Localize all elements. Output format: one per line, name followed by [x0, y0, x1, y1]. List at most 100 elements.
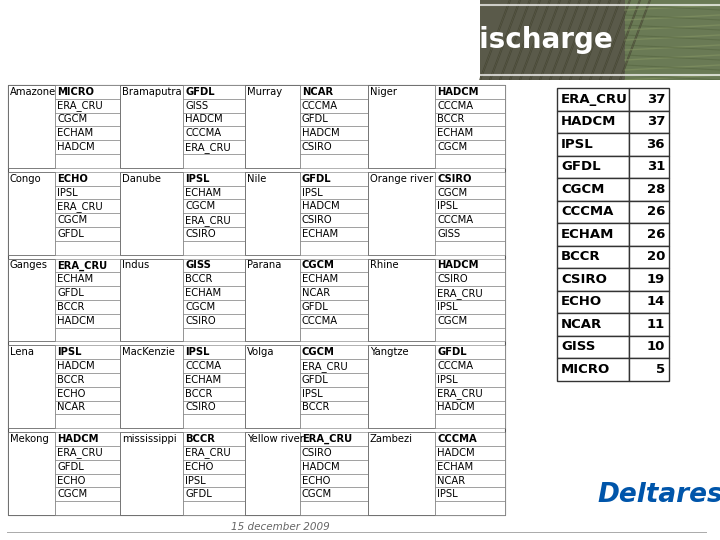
Text: ERA_CRU: ERA_CRU	[185, 141, 230, 153]
Text: ERA_CRU: ERA_CRU	[302, 434, 352, 444]
Text: IPSL: IPSL	[437, 302, 458, 312]
Text: CCCMA: CCCMA	[437, 100, 473, 111]
Text: CCCMA: CCCMA	[437, 434, 477, 444]
Bar	[55, 286, 120, 300]
Bar	[629, 200, 669, 223]
Bar	[120, 432, 183, 515]
Text: ERA_CRU: ERA_CRU	[302, 361, 348, 372]
Text: CGCM: CGCM	[185, 201, 215, 211]
Bar	[183, 272, 245, 286]
Bar	[300, 126, 368, 140]
Bar	[183, 373, 245, 387]
Bar	[55, 272, 120, 286]
Bar	[55, 186, 120, 199]
Bar	[629, 111, 669, 133]
Text: Orange river: Orange river	[370, 174, 433, 184]
Text: Deltares: Deltares	[597, 482, 720, 508]
Bar	[435, 85, 505, 99]
Bar	[183, 460, 245, 474]
Text: HADCM: HADCM	[437, 448, 474, 458]
Text: ERA_CRU: ERA_CRU	[57, 260, 107, 271]
Text: CCCMA: CCCMA	[185, 129, 221, 138]
Text: 31: 31	[647, 160, 665, 173]
Text: Yangtze: Yangtze	[370, 347, 409, 357]
Bar	[8, 259, 55, 341]
Bar	[55, 300, 120, 314]
Text: GFDL: GFDL	[185, 489, 212, 500]
Text: NCAR: NCAR	[302, 87, 333, 97]
Text: GFDL: GFDL	[302, 174, 332, 184]
Text: HADCM: HADCM	[57, 142, 94, 152]
Text: 36: 36	[647, 138, 665, 151]
Text: IPSL: IPSL	[437, 201, 458, 211]
Bar	[183, 387, 245, 401]
Bar	[55, 259, 120, 272]
Text: CCCMA: CCCMA	[437, 215, 473, 225]
Text: ECHAM: ECHAM	[302, 274, 338, 284]
Text: ECHAM: ECHAM	[437, 129, 473, 138]
Bar	[183, 186, 245, 199]
Bar	[183, 99, 245, 113]
Text: ECHAM: ECHAM	[302, 229, 338, 239]
Bar	[435, 314, 505, 328]
Bar	[435, 113, 505, 126]
Bar	[300, 227, 368, 241]
Bar	[625, 0, 720, 80]
Bar	[435, 359, 505, 373]
Text: ECHO: ECHO	[185, 462, 213, 472]
Bar	[55, 328, 120, 341]
Bar	[629, 156, 669, 178]
Bar	[183, 213, 245, 227]
Bar	[629, 291, 669, 313]
Text: GFDL: GFDL	[185, 87, 215, 97]
Bar	[435, 140, 505, 154]
Text: CSIRO: CSIRO	[302, 448, 333, 458]
Text: Rhine: Rhine	[370, 260, 399, 271]
Text: 10: 10	[647, 340, 665, 353]
Bar	[8, 172, 55, 254]
Bar	[557, 88, 629, 111]
Bar	[120, 85, 183, 168]
Text: NCAR: NCAR	[561, 318, 602, 330]
Text: ERA_CRU: ERA_CRU	[57, 100, 103, 111]
Text: BCCR: BCCR	[185, 434, 215, 444]
Bar	[368, 346, 435, 428]
Text: HADCM: HADCM	[57, 316, 94, 326]
Bar	[629, 358, 669, 381]
Text: CGCM: CGCM	[437, 142, 467, 152]
Text: CGCM: CGCM	[185, 302, 215, 312]
Bar	[557, 223, 629, 246]
Text: CCCMA: CCCMA	[561, 205, 613, 218]
Bar	[183, 241, 245, 254]
Text: CSIRO: CSIRO	[185, 402, 215, 413]
Bar	[435, 241, 505, 254]
Text: ECHO: ECHO	[561, 295, 602, 308]
Bar	[557, 313, 629, 335]
Bar	[435, 99, 505, 113]
Bar	[557, 178, 629, 200]
Bar	[300, 460, 368, 474]
Text: CGCM: CGCM	[437, 187, 467, 198]
Text: 26: 26	[647, 228, 665, 241]
Text: GFDL: GFDL	[57, 462, 84, 472]
Text: BCCR: BCCR	[57, 302, 84, 312]
Text: HADCM: HADCM	[561, 115, 616, 128]
Bar	[368, 172, 435, 254]
Bar	[368, 432, 435, 515]
Bar	[300, 414, 368, 428]
Text: IPSL: IPSL	[437, 489, 458, 500]
Text: 14: 14	[647, 295, 665, 308]
Bar	[435, 414, 505, 428]
Bar	[629, 268, 669, 291]
Text: ECHO: ECHO	[302, 476, 330, 485]
Text: GISS: GISS	[561, 340, 595, 353]
Text: mississippi: mississippi	[122, 434, 176, 444]
Bar	[629, 88, 669, 111]
Text: CGCM: CGCM	[302, 489, 332, 500]
Text: IPSL: IPSL	[302, 389, 323, 399]
Text: CCCMA: CCCMA	[437, 361, 473, 371]
Bar	[435, 213, 505, 227]
Text: HADCM: HADCM	[185, 114, 222, 125]
Bar	[300, 488, 368, 501]
Bar	[557, 291, 629, 313]
